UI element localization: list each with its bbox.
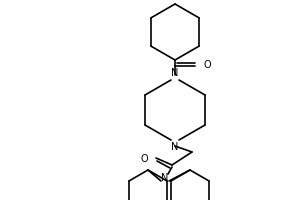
Text: O: O [203, 60, 211, 70]
Text: O: O [140, 154, 148, 164]
Text: N: N [171, 68, 179, 78]
Text: N: N [161, 173, 169, 183]
Text: N: N [171, 142, 179, 152]
